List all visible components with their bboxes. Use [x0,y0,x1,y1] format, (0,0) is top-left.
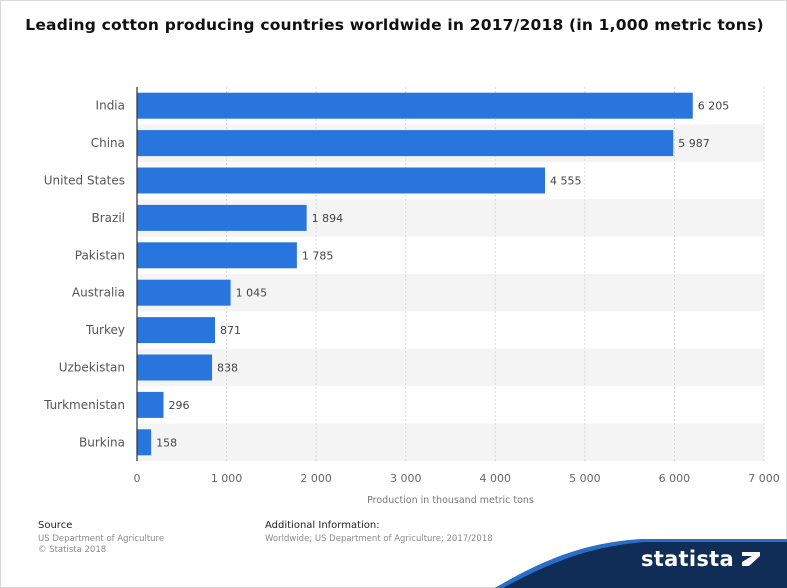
bar-brazil [137,204,307,231]
x-tick-label: 5 000 [569,472,601,485]
brand-name: statista [640,547,734,571]
bar-india [137,92,693,119]
value-label: 838 [217,362,238,375]
bar-united-states [137,167,545,194]
x-axis-title: Production in thousand metric tons [367,495,534,506]
row-stripe [137,423,764,461]
source-line-1: US Department of Agriculture [38,534,165,544]
bar-turkmenistan [137,391,164,418]
category-label: Turkmenistan [43,398,125,412]
category-label: Uzbekistan [59,361,125,375]
category-label: China [91,136,125,150]
bar-uzbekistan [137,354,213,381]
bar-burkina [137,429,152,456]
x-tick-label: 4 000 [480,472,512,485]
value-label: 5 987 [678,137,710,150]
category-label: Turkey [85,323,125,337]
value-label: 158 [156,436,177,449]
x-tick-label: 3 000 [390,472,422,485]
category-label: Brazil [92,211,126,225]
category-label: Australia [72,286,125,300]
category-label: India [96,99,125,113]
value-label: 1 785 [302,249,334,262]
value-label: 1 894 [312,212,344,225]
statista-logo-icon [742,552,760,566]
x-tick-label: 6 000 [659,472,691,485]
category-label: Pakistan [75,248,125,262]
chart-title: Leading cotton producing countries world… [25,16,764,34]
bar-china [137,130,674,157]
value-label: 4 555 [550,175,582,188]
x-tick-label: 1 000 [211,472,243,485]
value-label: 871 [220,324,241,337]
additional-info-heading: Additional Information: [265,520,380,531]
bar-pakistan [137,242,297,269]
additional-info-text: Worldwide; US Department of Agriculture;… [265,534,493,544]
category-label: Burkina [79,435,125,449]
x-tick-label: 7 000 [748,472,780,485]
value-label: 296 [169,399,190,412]
source-line-2: © Statista 2018 [38,545,107,555]
row-stripe [137,274,764,312]
x-tick-label: 0 [134,472,141,485]
category-label: United States [44,174,125,188]
value-label: 6 205 [698,100,730,113]
bar-australia [137,279,231,306]
statista-logo[interactable]: statista [641,547,762,571]
source-heading: Source [38,520,73,531]
row-stripe [137,348,764,387]
value-label: 1 045 [236,287,268,300]
x-tick-label: 2 000 [300,472,332,485]
bar-turkey [137,317,216,344]
